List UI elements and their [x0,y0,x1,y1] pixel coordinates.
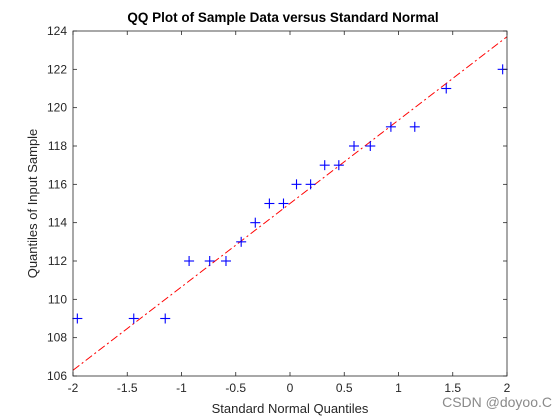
chart-title: QQ Plot of Sample Data versus Standard N… [127,10,438,25]
data-point [365,141,376,151]
x-tick-label: -1 [176,381,187,395]
y-tick-label: 116 [48,177,67,191]
data-point [319,160,330,171]
y-tick-label: 120 [47,101,67,115]
x-tick-label: -1.5 [117,381,138,395]
data-point [220,256,231,266]
chart-marks [72,36,508,371]
data-point [409,121,420,132]
y-tick-label: 114 [48,216,67,230]
data-point [349,141,360,151]
data-point [264,198,275,209]
y-tick-label: 110 [48,292,67,306]
x-tick-label: 0.5 [336,381,353,395]
data-point [385,121,396,132]
data-point [250,217,261,228]
y-tick-label: 122 [47,62,67,76]
x-tick-label: 2 [504,381,511,395]
data-point [184,256,195,266]
data-point [441,83,452,94]
x-tick-label: 1 [395,381,402,395]
x-tick-label: -0.5 [225,381,246,395]
x-tick-label: 0 [287,381,294,395]
y-tick-label: 112 [48,254,67,268]
plot-frame [72,30,508,377]
tick-labels: -2 -1.5 -1 -0.5 0 0.5 1 1.5 2 106 108 110 112 114 116 1… [47,24,511,395]
y-tick-label: 118 [48,139,67,153]
data-point [128,313,139,324]
x-tick-label: -2 [68,381,79,395]
data-point [278,198,289,209]
reference-line [72,36,508,371]
y-axis-label: Quantiles of Input Sample [25,129,40,279]
data-point [72,313,83,324]
y-tick-label: 106 [47,369,67,383]
data-point [204,256,215,266]
x-tick-label: 1.5 [444,381,461,395]
data-point [305,179,316,190]
watermark: CSDN @doyoo.C [442,394,552,410]
x-axis-label: Standard Normal Quantiles [212,401,369,416]
y-tick-label: 124 [47,24,67,38]
y-tick-label: 108 [47,331,67,345]
data-point [291,179,302,190]
data-point [236,236,247,247]
data-point [333,160,344,171]
data-point [160,313,171,324]
